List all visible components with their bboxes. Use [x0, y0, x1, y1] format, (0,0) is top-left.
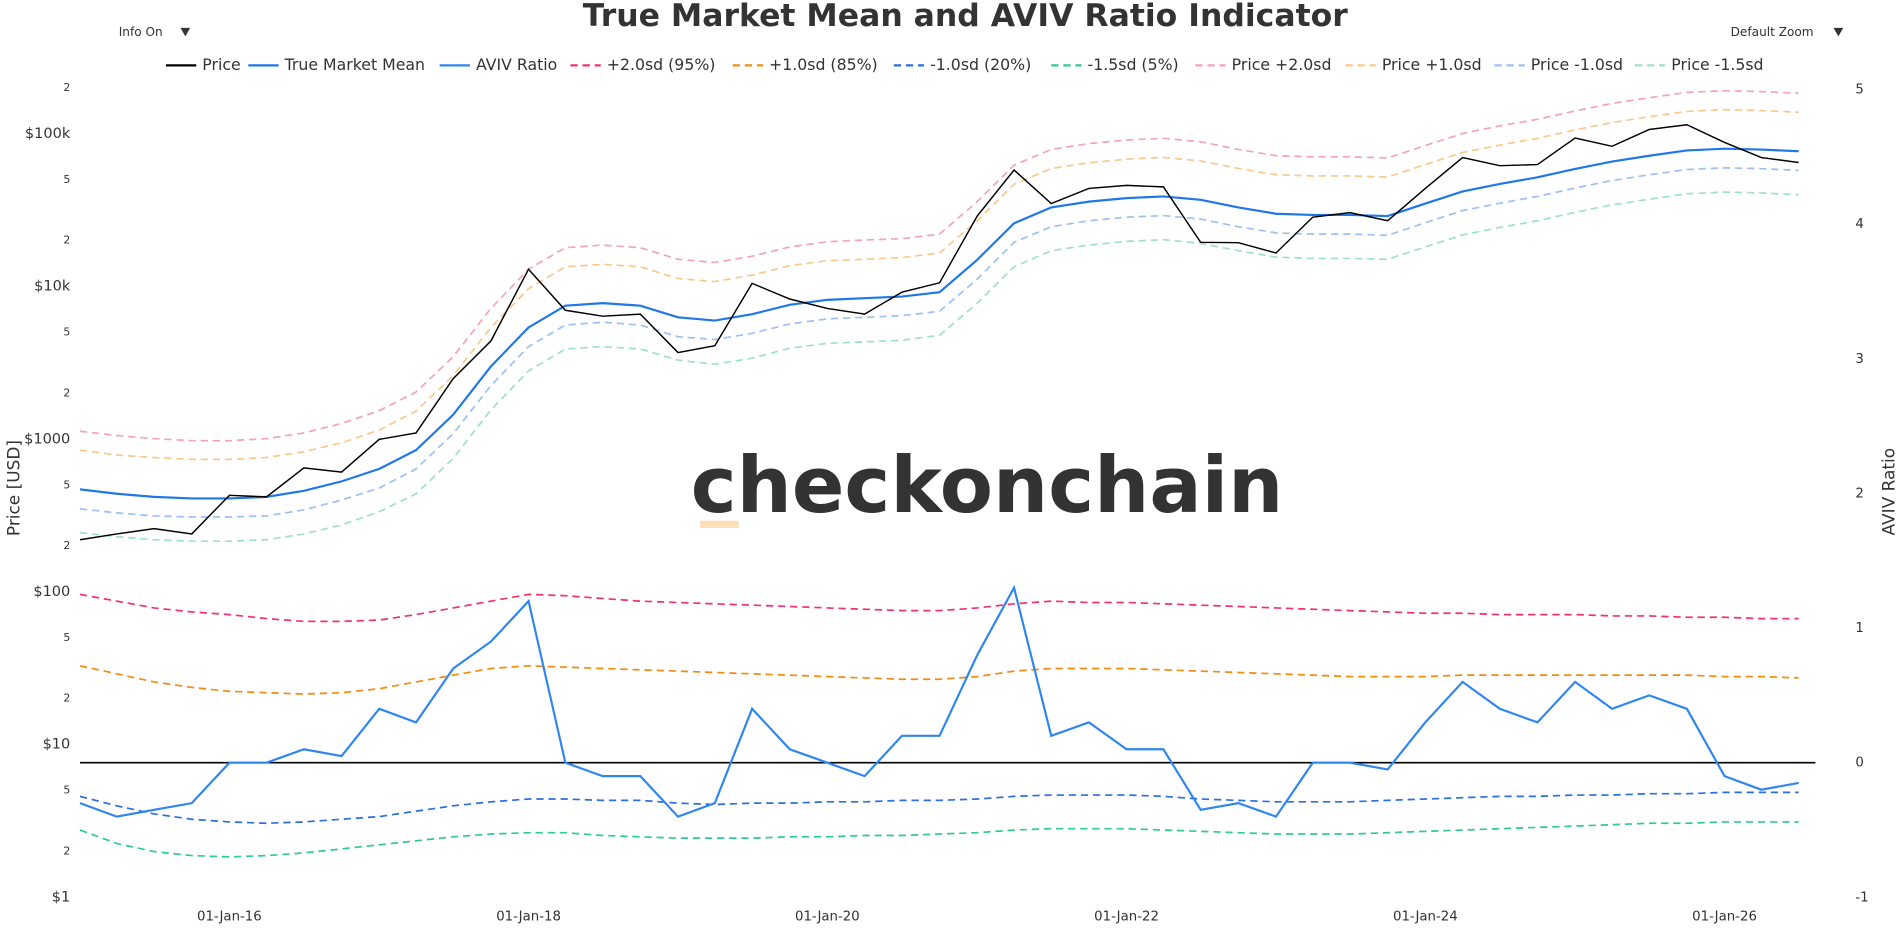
y-tick-label: 2 [63, 234, 70, 247]
legend-label: -1.5sd (5%) [1088, 55, 1179, 74]
y-tick-label: 2 [63, 692, 70, 705]
y-tick-label: $100k [25, 126, 71, 142]
y-tick-label: $1 [52, 889, 70, 905]
x-tick-label: 01-Jan-20 [795, 910, 860, 925]
legend-label: +1.0sd (85%) [769, 55, 878, 74]
series-line [79, 108, 1799, 461]
y2-tick-label: 3 [1855, 352, 1863, 367]
y2-tick-label: 0 [1855, 756, 1863, 771]
series-line [79, 123, 1799, 541]
x-tick-label: 01-Jan-26 [1692, 910, 1757, 925]
y-tick-label: $10k [34, 279, 71, 295]
chart-title: True Market Mean and AVIV Ratio Indicato… [583, 0, 1349, 34]
legend-label: True Market Mean [284, 55, 425, 74]
watermark-underscore [700, 520, 739, 529]
y2-tick-label: -1 [1855, 890, 1868, 905]
series-line [79, 166, 1799, 518]
info-toggle[interactable]: Info On [119, 25, 163, 39]
zoom-dropdown-arrow[interactable] [1833, 27, 1844, 37]
series-line [79, 584, 1799, 818]
legend-label: -1.0sd (20%) [930, 55, 1031, 74]
y-tick-label: 2 [63, 844, 70, 857]
series-line [79, 791, 1799, 825]
x-tick-label: 01-Jan-18 [496, 910, 561, 925]
series-line [79, 664, 1799, 695]
y2-tick-label: 2 [1855, 486, 1863, 501]
y2-axis-label: AVIV Ratio [1878, 448, 1898, 536]
x-tick-label: 01-Jan-16 [197, 910, 262, 925]
y-tick-label: 5 [63, 631, 70, 644]
zoom-select[interactable]: Default Zoom [1731, 25, 1814, 39]
y-tick-label: 5 [63, 784, 70, 797]
series-line [79, 147, 1799, 500]
legend-label: Price -1.5sd [1671, 55, 1763, 74]
info-dropdown-arrow[interactable] [180, 27, 191, 37]
y2-tick-label: 1 [1855, 621, 1863, 636]
legend-label: Price -1.0sd [1531, 55, 1623, 74]
y-axis-label: Price [USD] [4, 440, 24, 536]
y-tick-label: $1000 [24, 431, 70, 447]
y-tick-label: $10 [43, 737, 71, 753]
y-tick-label: 2 [63, 386, 70, 399]
y-tick-label: $100 [33, 584, 70, 600]
series-line [79, 821, 1799, 858]
series-line [79, 191, 1799, 543]
legend-label: Price +2.0sd [1232, 55, 1332, 74]
legend-label: +2.0sd (95%) [607, 55, 716, 74]
y-tick-label: 5 [63, 173, 70, 186]
y-tick-label: 2 [63, 539, 70, 552]
y-tick-label: 5 [63, 326, 70, 339]
legend-label: Price [202, 55, 240, 74]
y2-tick-label: 4 [1855, 217, 1863, 232]
y-tick-label: 2 [63, 81, 70, 94]
series-line [79, 89, 1799, 442]
legend-label: Price +1.0sd [1382, 55, 1482, 74]
watermark: checkonchain [691, 441, 1284, 531]
x-tick-label: 01-Jan-22 [1094, 910, 1159, 925]
y-tick-label: 5 [63, 478, 70, 491]
series-line [79, 593, 1799, 623]
y2-tick-label: 5 [1855, 82, 1863, 97]
legend-label: AVIV Ratio [476, 55, 557, 74]
x-tick-label: 01-Jan-24 [1393, 910, 1458, 925]
